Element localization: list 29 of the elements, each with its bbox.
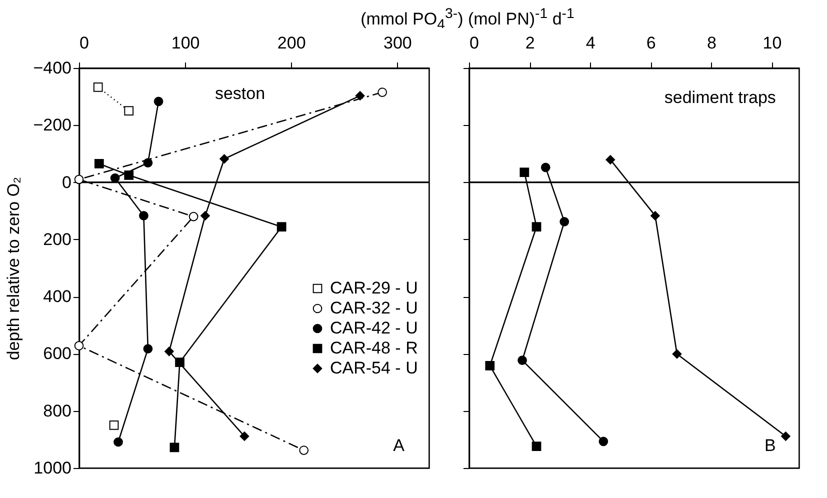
y-tick-label: 0 bbox=[62, 172, 72, 192]
y-tick-label: 200 bbox=[43, 230, 72, 249]
y-tick-label: 400 bbox=[43, 287, 72, 306]
annotation: seston bbox=[214, 84, 266, 103]
legend-label: CAR-32 - U bbox=[330, 298, 418, 318]
annotation: A bbox=[393, 436, 406, 455]
x-tick-label: 2 bbox=[525, 34, 535, 52]
y-axis-title: depth relative to zero O₂ bbox=[4, 176, 24, 360]
x-tick-label: 0 bbox=[470, 34, 479, 52]
x-tick-label: 100 bbox=[171, 34, 200, 52]
annotation: sediment traps bbox=[664, 88, 776, 107]
legend-label: CAR-29 - U bbox=[330, 278, 418, 298]
annotation: B bbox=[764, 436, 776, 455]
x-tick-label: 4 bbox=[586, 34, 596, 52]
legend-label: CAR-54 - U bbox=[330, 358, 418, 378]
y-tick-label: 600 bbox=[43, 344, 72, 364]
x-tick-label: 0 bbox=[80, 34, 89, 52]
x-tick-label: 10 bbox=[762, 34, 782, 52]
y-tick-label: 1000 bbox=[34, 458, 72, 478]
legend-label: CAR-48 - R bbox=[330, 338, 418, 358]
y-tick-label: −200 bbox=[33, 116, 72, 135]
legend-label: CAR-42 - U bbox=[330, 318, 418, 338]
x-tick-label: 200 bbox=[277, 34, 306, 52]
x-axis-title: (mmol PO$_{4}$$^{3-}$) (mol PN)$^{-1}$ d$^{-1}$ bbox=[360, 6, 576, 34]
y-tick-label: 800 bbox=[43, 401, 72, 420]
x-tick-label: 8 bbox=[706, 34, 716, 52]
x-tick-label: 300 bbox=[383, 34, 412, 52]
y-tick-label: −400 bbox=[33, 58, 72, 78]
x-tick-label: 6 bbox=[646, 34, 656, 52]
